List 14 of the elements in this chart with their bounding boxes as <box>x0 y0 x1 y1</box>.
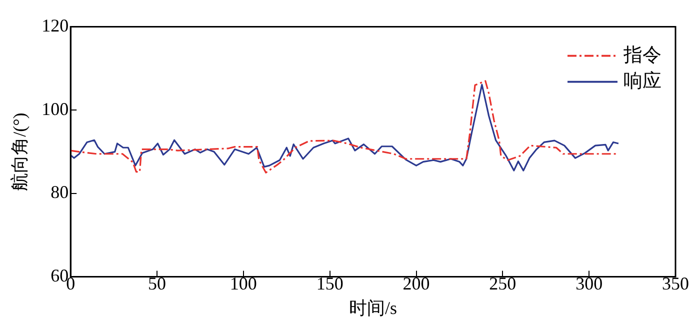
x-tick-label: 200 <box>402 273 430 294</box>
x-tick-label: 150 <box>316 273 344 294</box>
x-tick-label: 300 <box>576 273 603 294</box>
legend-label: 指令 <box>622 44 662 66</box>
x-tick-label: 100 <box>230 273 257 294</box>
x-tick-label: 50 <box>148 273 166 294</box>
y-tick-label: 100 <box>42 98 69 119</box>
x-tick-label: 250 <box>489 273 516 294</box>
y-axis-title: 航向角/(°) <box>10 112 30 191</box>
y-tick-label: 80 <box>50 182 69 202</box>
legend-label: 响应 <box>624 70 662 92</box>
y-tick-label: 120 <box>42 16 69 36</box>
x-axis-title: 时间/s <box>349 298 398 318</box>
x-tick-label: 350 <box>662 273 689 294</box>
